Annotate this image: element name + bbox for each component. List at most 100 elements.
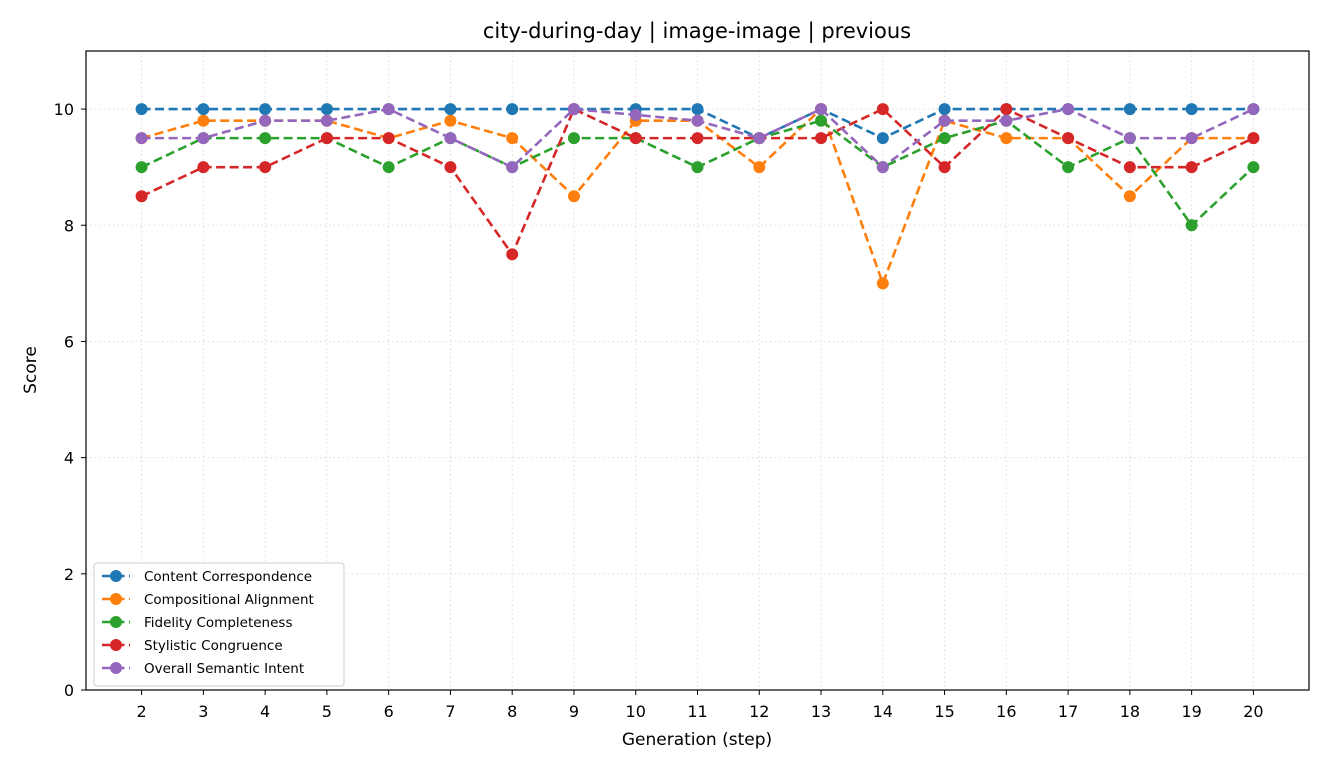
data-point: [382, 161, 395, 174]
data-point: [259, 132, 272, 145]
legend-label: Content Correspondence: [144, 569, 312, 585]
x-tick-label: 18: [1120, 702, 1140, 721]
data-point: [320, 132, 333, 145]
data-point: [1062, 161, 1075, 174]
legend-box: [93, 562, 345, 687]
data-point: [1062, 103, 1075, 116]
x-tick-label: 14: [873, 702, 893, 721]
data-point: [197, 132, 210, 145]
x-tick-label: 4: [260, 702, 270, 721]
data-point: [506, 103, 519, 116]
data-point: [1247, 161, 1260, 174]
y-tick-label: 10: [54, 100, 74, 119]
x-tick-label: 8: [507, 702, 517, 721]
data-point: [938, 132, 951, 145]
legend-marker: [110, 616, 122, 628]
data-point: [1123, 103, 1136, 116]
data-point: [197, 161, 210, 174]
data-point: [938, 161, 951, 174]
data-point: [1247, 103, 1260, 116]
data-point: [444, 161, 457, 174]
data-point: [1247, 132, 1260, 145]
legend: Content Correspondence Compositional Alig…: [93, 562, 345, 687]
data-point: [197, 103, 210, 116]
legend-item: Stylistic Congruence: [102, 638, 283, 654]
data-point: [259, 114, 272, 127]
data-point: [444, 132, 457, 145]
data-point: [135, 103, 148, 116]
data-point: [691, 132, 704, 145]
x-tick-label: 7: [445, 702, 455, 721]
y-axis-label: Score: [21, 346, 41, 394]
data-point: [876, 277, 889, 290]
legend-marker: [110, 639, 122, 651]
y-tick-label: 4: [64, 449, 74, 468]
x-tick-label: 2: [136, 702, 146, 721]
data-point: [1185, 103, 1198, 116]
data-point: [938, 114, 951, 127]
series-5: [135, 103, 1260, 174]
x-tick-label: 10: [626, 702, 646, 721]
x-tick-label: 5: [322, 702, 332, 721]
legend-item: Overall Semantic Intent: [102, 661, 304, 677]
data-point: [197, 114, 210, 127]
data-point: [1000, 132, 1013, 145]
legend-item: Fidelity Completeness: [102, 615, 292, 631]
x-tick-label: 11: [687, 702, 707, 721]
legend-label: Stylistic Congruence: [144, 638, 283, 654]
data-point: [753, 132, 766, 145]
data-point: [259, 103, 272, 116]
y-tick-label: 0: [64, 681, 74, 700]
data-point: [567, 132, 580, 145]
data-point: [506, 132, 519, 145]
data-point: [876, 103, 889, 116]
data-point: [691, 103, 704, 116]
data-point: [444, 103, 457, 116]
x-tick-label: 15: [934, 702, 954, 721]
x-tick-label: 12: [749, 702, 769, 721]
x-tick-label: 13: [811, 702, 831, 721]
legend-marker: [110, 570, 122, 582]
x-axis: 2 3 4 5 6 7 8 9 10 11 12 13 14 15 16 17 18 19 20: [136, 690, 1264, 721]
data-point: [876, 132, 889, 145]
data-point: [1185, 219, 1198, 232]
data-point: [691, 161, 704, 174]
series-layer: [135, 103, 1260, 290]
data-point: [1062, 132, 1075, 145]
data-point: [135, 190, 148, 203]
data-point: [629, 132, 642, 145]
x-tick-label: 17: [1058, 702, 1078, 721]
data-point: [135, 161, 148, 174]
data-point: [1123, 161, 1136, 174]
legend-label: Compositional Alignment: [144, 592, 314, 608]
x-tick-label: 6: [384, 702, 394, 721]
y-tick-label: 6: [64, 332, 74, 351]
legend-marker: [110, 662, 122, 674]
data-point: [753, 161, 766, 174]
data-point: [1000, 103, 1013, 116]
data-point: [691, 114, 704, 127]
x-axis-label: Generation (step): [622, 730, 772, 750]
data-point: [567, 103, 580, 116]
data-point: [506, 248, 519, 261]
y-tick-label: 2: [64, 565, 74, 584]
legend-item: Content Correspondence: [102, 569, 312, 585]
legend-label: Fidelity Completeness: [144, 615, 292, 631]
data-point: [320, 114, 333, 127]
data-point: [1185, 161, 1198, 174]
chart-title: city-during-day | image-image | previous: [483, 19, 911, 44]
series-4: [135, 103, 1260, 261]
x-tick-label: 3: [198, 702, 208, 721]
data-point: [259, 161, 272, 174]
data-point: [815, 114, 828, 127]
legend-item: Compositional Alignment: [102, 592, 314, 608]
data-point: [382, 132, 395, 145]
data-point: [1123, 132, 1136, 145]
data-point: [1185, 132, 1198, 145]
data-point: [567, 190, 580, 203]
y-axis: 0 2 4 6 8 10: [54, 100, 86, 700]
data-point: [815, 132, 828, 145]
legend-marker: [110, 593, 122, 605]
data-point: [320, 103, 333, 116]
